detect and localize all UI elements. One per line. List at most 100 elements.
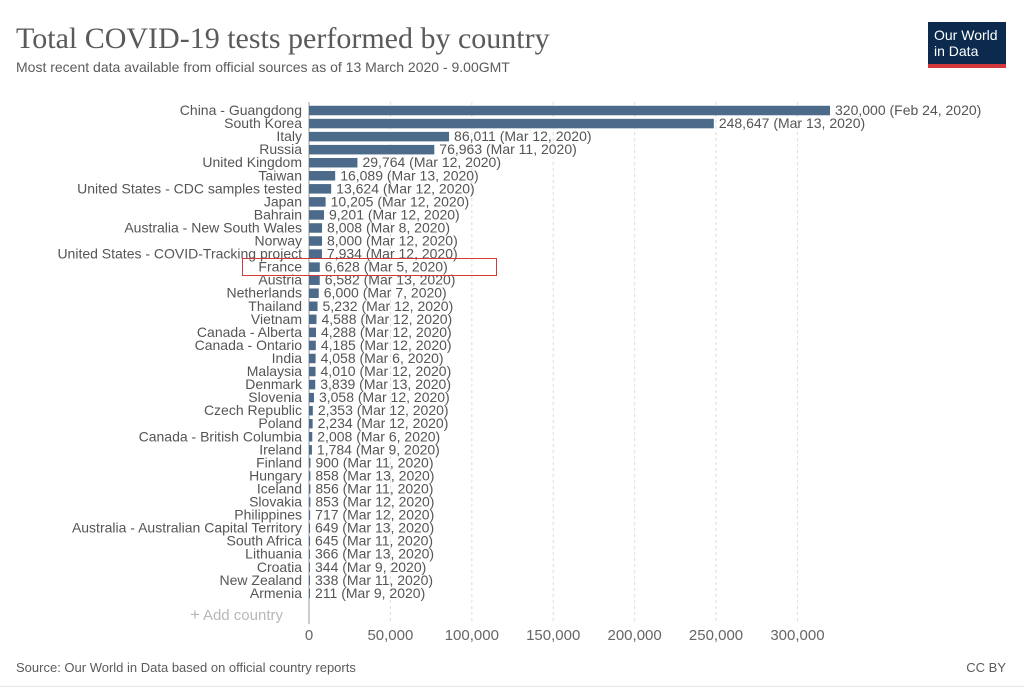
value-label: 338 (Mar 11, 2020)	[315, 572, 433, 588]
chart-title: Total COVID-19 tests performed by countr…	[16, 22, 550, 55]
category-label: Canada - Ontario	[195, 337, 303, 353]
value-label: 4,588 (Mar 12, 2020)	[321, 311, 452, 327]
bar[interactable]	[309, 392, 314, 403]
category-label: Slovakia	[249, 494, 302, 510]
bar[interactable]	[309, 575, 310, 586]
value-label: 2,234 (Mar 12, 2020)	[318, 415, 449, 431]
value-label: 29,764 (Mar 12, 2020)	[362, 154, 501, 170]
category-label: Denmark	[245, 376, 303, 392]
value-label: 6,000 (Mar 7, 2020)	[324, 285, 447, 301]
bar[interactable]	[309, 118, 714, 129]
bar[interactable]	[309, 144, 435, 155]
category-label: Italy	[276, 128, 302, 144]
bar[interactable]	[309, 288, 319, 298]
bars	[309, 105, 830, 599]
value-label: 211 (Mar 9, 2020)	[315, 585, 425, 601]
bar[interactable]	[309, 262, 320, 272]
bar[interactable]	[309, 432, 313, 442]
bar[interactable]	[309, 275, 320, 285]
bar[interactable]	[309, 510, 311, 520]
bar[interactable]	[309, 157, 358, 168]
bar[interactable]	[309, 484, 311, 494]
category-label: Australia - Australian Capital Territory	[72, 520, 302, 536]
value-label: 13,624 (Mar 12, 2020)	[336, 180, 475, 196]
category-label: Thailand	[248, 298, 302, 314]
x-tick-label: 200,000	[608, 627, 662, 644]
add-country-button[interactable]: + Add country	[190, 605, 283, 625]
value-label: 858 (Mar 13, 2020)	[315, 467, 434, 483]
value-label: 16,089 (Mar 13, 2020)	[340, 167, 479, 183]
bar[interactable]	[309, 197, 326, 207]
plus-icon: +	[190, 605, 200, 624]
add-country-label: Add country	[202, 607, 283, 624]
bar[interactable]	[309, 223, 323, 233]
license-link[interactable]: CC BY	[966, 660, 1006, 675]
value-label: 76,963 (Mar 11, 2020)	[439, 141, 577, 157]
value-label: 7,934 (Mar 12, 2020)	[327, 246, 458, 262]
value-label: 900 (Mar 11, 2020)	[315, 454, 433, 470]
bar[interactable]	[309, 184, 332, 194]
bar[interactable]	[309, 301, 318, 312]
category-label: Australia - New South Wales	[124, 219, 302, 235]
category-label: Philippines	[234, 507, 302, 523]
bar[interactable]	[309, 249, 322, 259]
value-label: 3,058 (Mar 12, 2020)	[319, 389, 450, 405]
bar[interactable]	[309, 405, 313, 416]
bar[interactable]	[309, 523, 311, 533]
value-label: 4,185 (Mar 12, 2020)	[321, 337, 452, 353]
x-tick-label: 250,000	[689, 627, 743, 644]
value-label: 320,000 (Feb 24, 2020)	[835, 102, 981, 118]
category-label: New Zealand	[220, 572, 303, 588]
category-label: Iceland	[257, 480, 302, 496]
bar[interactable]	[309, 445, 312, 455]
france-highlight-box	[242, 258, 497, 276]
category-label: Malaysia	[247, 363, 302, 379]
bar[interactable]	[309, 105, 830, 116]
value-label: 4,058 (Mar 6, 2020)	[321, 350, 444, 366]
bar[interactable]	[309, 588, 310, 599]
bar[interactable]	[309, 314, 317, 325]
category-label: United States - CDC samples tested	[77, 180, 302, 196]
owid-logo[interactable]: Our World in Data	[928, 22, 1006, 68]
bar[interactable]	[309, 171, 336, 181]
bar[interactable]	[309, 418, 313, 429]
bar[interactable]	[309, 210, 324, 220]
logo-line-1: Our World	[934, 27, 998, 43]
category-label: Finland	[256, 454, 302, 470]
category-label: Vietnam	[251, 311, 302, 327]
bar[interactable]	[309, 236, 323, 246]
footer-divider	[0, 686, 1024, 687]
category-label: Netherlands	[227, 285, 303, 301]
bar[interactable]	[309, 340, 316, 351]
category-label: Taiwan	[258, 167, 302, 183]
value-label: 366 (Mar 13, 2020)	[315, 546, 434, 562]
bar[interactable]	[309, 458, 311, 468]
category-label: Croatia	[257, 559, 302, 575]
bar[interactable]	[309, 562, 310, 573]
value-label: 649 (Mar 13, 2020)	[315, 520, 434, 536]
category-label: United States - COVID-Tracking project	[57, 246, 302, 262]
value-label: 6,628 (Mar 5, 2020)	[325, 259, 448, 275]
bar[interactable]	[309, 536, 311, 546]
value-label: 3,839 (Mar 13, 2020)	[320, 376, 451, 392]
bar[interactable]	[309, 131, 450, 142]
category-label: Hungary	[249, 467, 302, 483]
x-tick-label: 0	[305, 627, 313, 644]
x-tick-label: 300,000	[770, 627, 824, 644]
bar[interactable]	[309, 497, 311, 507]
bar[interactable]	[309, 366, 316, 377]
value-label: 645 (Mar 11, 2020)	[315, 533, 433, 549]
bar[interactable]	[309, 471, 311, 481]
value-label: 344 (Mar 9, 2020)	[315, 559, 426, 575]
bar[interactable]	[309, 353, 316, 364]
category-label: United Kingdom	[202, 154, 302, 170]
bar[interactable]	[309, 549, 310, 559]
bar[interactable]	[309, 327, 316, 338]
value-label: 4,010 (Mar 12, 2020)	[321, 363, 452, 379]
bar[interactable]	[309, 379, 316, 390]
value-label: 10,205 (Mar 12, 2020)	[331, 193, 470, 209]
category-label: South Korea	[224, 115, 302, 131]
value-label: 717 (Mar 12, 2020)	[315, 507, 434, 523]
